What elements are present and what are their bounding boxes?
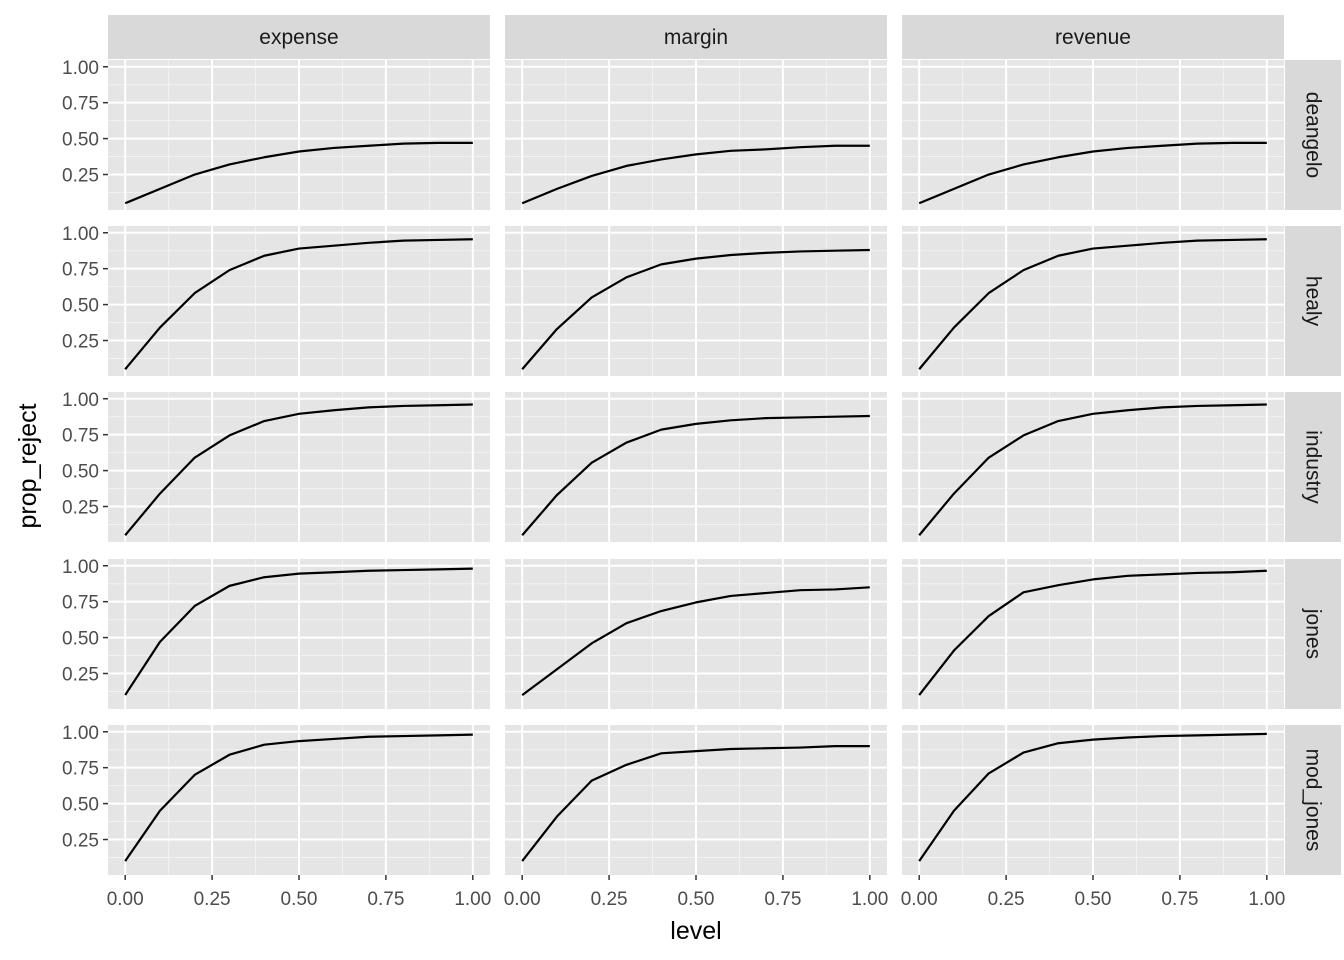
x-tick-label: 0.25 [591, 889, 628, 910]
facet-panel-mod_jones-margin [505, 725, 887, 875]
x-tick-label: 0.75 [764, 889, 801, 910]
y-tick-label: 1.00 [62, 557, 99, 578]
facet-panel-industry-expense [108, 392, 490, 542]
y-tick-label: 0.25 [62, 831, 99, 852]
axes-layer: 0.25 0.50 0.75 1.00 0.25 0.50 0.75 1.00 0.25 0.50… [62, 58, 1285, 910]
facet-panel-mod_jones-revenue [902, 725, 1284, 875]
row-strip-industry: industry [1285, 392, 1341, 542]
facet-panel-jones-revenue [902, 559, 1284, 709]
x-tick-label: 0.50 [1075, 889, 1112, 910]
facet-panel-mod_jones-expense [108, 725, 490, 875]
facet-panel-industry-margin [505, 392, 887, 542]
series-line [918, 403, 1267, 536]
strip-background [902, 15, 1284, 59]
strips-layer: expense margin revenue deangelo healy industr… [108, 15, 1341, 875]
column-strip-label: expense [259, 26, 338, 49]
y-tick-label: 1.00 [62, 723, 99, 744]
x-tick-label: 0.75 [1161, 889, 1198, 910]
series-line [918, 141, 1267, 205]
strip-background [1285, 60, 1341, 210]
strip-background [505, 15, 887, 59]
series-line [918, 238, 1267, 370]
x-tick-label: 1.00 [851, 889, 888, 910]
row-strip-healy: healy [1285, 226, 1341, 376]
x-tick-label: 1.00 [1248, 889, 1285, 910]
y-tick-label: 0.75 [62, 593, 99, 614]
x-tick-label: 0.50 [678, 889, 715, 910]
row-strip-label: mod_jones [1302, 749, 1325, 852]
y-tick-label: 0.25 [62, 665, 99, 686]
x-tick-label: 0.25 [988, 889, 1025, 910]
y-tick-label: 1.00 [62, 224, 99, 245]
y-tick-label: 1.00 [62, 390, 99, 411]
strip-background [1285, 392, 1341, 542]
y-tick-label: 0.75 [62, 260, 99, 281]
series-line [124, 141, 473, 205]
y-tick-label: 0.75 [62, 426, 99, 447]
y-tick-label: 0.50 [62, 130, 99, 151]
row-strip-label: jones [1302, 608, 1325, 659]
series-line [521, 144, 870, 205]
y-tick-label: 0.25 [62, 166, 99, 187]
facet-panel-jones-margin [505, 559, 887, 709]
series-line [521, 745, 870, 862]
y-tick-label: 0.75 [62, 94, 99, 115]
series-line [918, 732, 1267, 862]
y-tick-label: 0.25 [62, 498, 99, 519]
facet-panel-jones-expense [108, 559, 490, 709]
series-line [124, 567, 473, 696]
y-axis-title: prop_reject [14, 403, 42, 528]
column-strip-label: margin [664, 26, 728, 49]
row-strip-jones: jones [1285, 559, 1341, 709]
x-tick-label: 0.00 [107, 889, 144, 910]
y-tick-label: 1.00 [62, 58, 99, 79]
column-strip-label: revenue [1055, 26, 1131, 49]
x-axis-title: level [670, 917, 721, 945]
row-strip-mod_jones: mod_jones [1285, 725, 1341, 875]
series-line [521, 248, 870, 370]
row-strip-label: industry [1302, 430, 1325, 504]
column-strip-expense: expense [108, 15, 490, 59]
x-tick-label: 0.75 [367, 889, 404, 910]
column-strip-margin: margin [505, 15, 887, 59]
strip-background [108, 15, 490, 59]
row-strip-label: healy [1302, 276, 1325, 327]
y-tick-label: 0.50 [62, 795, 99, 816]
y-tick-label: 0.75 [62, 759, 99, 780]
facet-panel-healy-margin [505, 226, 887, 376]
series-line [521, 586, 870, 696]
strip-background [1285, 226, 1341, 376]
y-tick-label: 0.50 [62, 629, 99, 650]
x-tick-label: 0.25 [194, 889, 231, 910]
strip-background [1285, 725, 1341, 875]
x-tick-label: 0.00 [504, 889, 541, 910]
series-line [124, 403, 473, 536]
y-tick-label: 0.25 [62, 332, 99, 353]
series-line [124, 733, 473, 862]
panels-layer [108, 60, 1284, 875]
strip-background [1285, 559, 1341, 709]
facet-panel-healy-expense [108, 226, 490, 376]
y-tick-label: 0.50 [62, 462, 99, 483]
x-tick-label: 0.00 [901, 889, 938, 910]
row-strip-deangelo: deangelo [1285, 60, 1341, 210]
column-strip-revenue: revenue [902, 15, 1284, 59]
facet-panel-deangelo-expense [108, 60, 490, 210]
facet-panel-deangelo-revenue [902, 60, 1284, 210]
row-strip-label: deangelo [1302, 92, 1325, 178]
y-tick-label: 0.50 [62, 296, 99, 317]
facet-panel-healy-revenue [902, 226, 1284, 376]
series-line [918, 569, 1267, 696]
series-line [124, 238, 473, 370]
facet-panel-industry-revenue [902, 392, 1284, 542]
facet-panel-deangelo-margin [505, 60, 887, 210]
x-tick-label: 0.50 [281, 889, 318, 910]
x-tick-label: 1.00 [454, 889, 491, 910]
series-line [521, 414, 870, 536]
